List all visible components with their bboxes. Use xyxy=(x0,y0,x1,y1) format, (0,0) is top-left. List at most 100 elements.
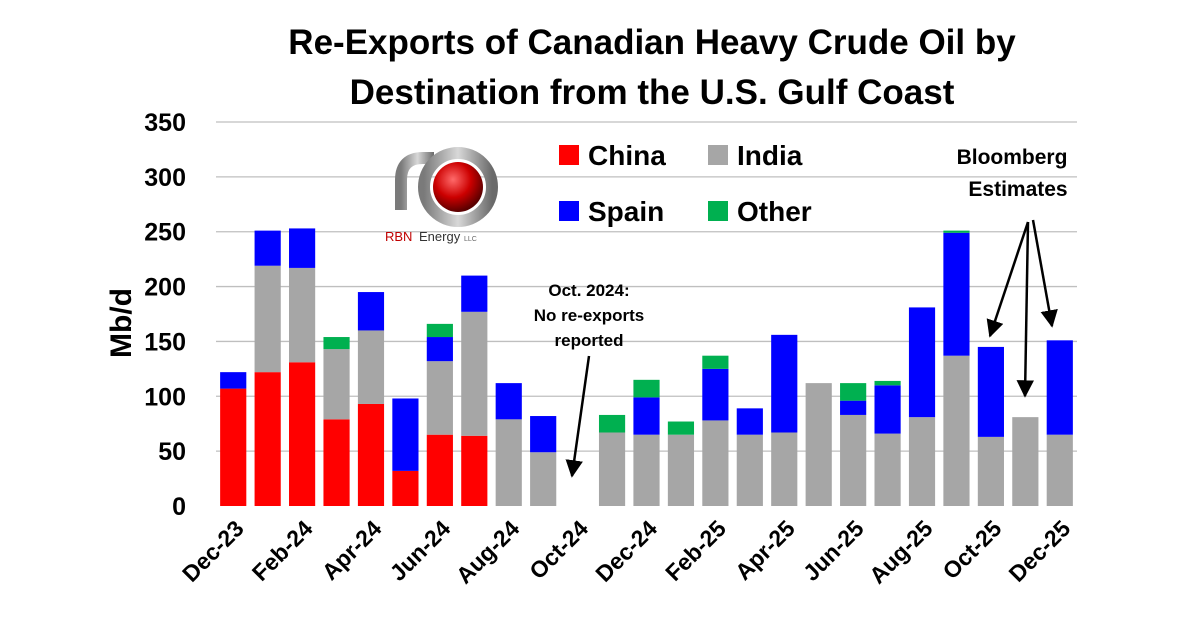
bar-segment-spain xyxy=(426,337,453,362)
x-tick-label: Aug-24 xyxy=(451,515,525,589)
bar-segment-india xyxy=(254,265,281,373)
chart-title-line-2: Destination from the U.S. Gulf Coast xyxy=(350,73,955,112)
chart-title-line-1: Re-Exports of Canadian Heavy Crude Oil b… xyxy=(288,23,1016,62)
logo-text-llc: LLC xyxy=(464,236,477,243)
bar-segment-india xyxy=(289,267,316,363)
bar-segment-india xyxy=(667,434,695,506)
bar-segment-india xyxy=(1046,434,1073,506)
bar-segment-india xyxy=(977,436,1004,506)
bar-segment-china xyxy=(426,434,453,506)
bar-segment-other xyxy=(598,414,626,433)
bar-segment-china xyxy=(254,372,281,506)
y-tick-label: 0 xyxy=(172,493,186,521)
bar-segment-india xyxy=(357,330,385,404)
y-axis-label: Mb/d xyxy=(105,288,138,358)
bar-segment-spain xyxy=(874,385,901,434)
x-tick-label: Aug-25 xyxy=(864,515,938,589)
bar-segment-india xyxy=(323,349,350,420)
annotation-arrow-oct25 xyxy=(986,221,1030,338)
bar-segment-india xyxy=(805,383,832,506)
bar-segment-other xyxy=(667,421,695,435)
x-tick-label: Oct-25 xyxy=(937,515,1006,584)
annotation-no-reexports-line-2: No re-exports xyxy=(534,306,645,325)
bar-segment-spain xyxy=(840,400,867,415)
bar-segment-india xyxy=(943,355,970,506)
bars xyxy=(220,228,1073,506)
rbn-energy-logo: RBN Energy LLC xyxy=(385,124,498,244)
legend-label-china: China xyxy=(588,140,666,171)
bar-segment-india xyxy=(598,432,626,506)
bar-segment-other xyxy=(840,383,867,401)
bar-segment-spain xyxy=(530,416,557,453)
bar-segment-india xyxy=(840,414,867,506)
y-tick-label: 300 xyxy=(144,164,186,192)
bar-segment-spain xyxy=(633,397,660,435)
x-tick-label: Apr-25 xyxy=(730,515,800,585)
bar-segment-spain xyxy=(943,232,970,356)
logo-text-rbn: RBN xyxy=(385,229,412,244)
bar-segment-spain xyxy=(771,334,798,433)
x-tick-label: Feb-25 xyxy=(660,515,731,586)
bar-segment-india xyxy=(426,361,453,435)
x-tick-label: Jun-24 xyxy=(385,515,456,586)
bar-segment-india xyxy=(874,433,901,506)
bar-segment-china xyxy=(461,435,488,506)
y-tick-label: 150 xyxy=(144,328,186,356)
bar-segment-other xyxy=(633,379,660,398)
bar-segment-india xyxy=(771,432,798,506)
legend-swatch-other xyxy=(708,201,728,221)
bar-segment-spain xyxy=(495,383,522,420)
bar-segment-spain xyxy=(702,368,729,421)
legend-label-spain: Spain xyxy=(588,196,664,227)
bar-segment-india xyxy=(908,417,936,506)
bar-segment-india xyxy=(736,434,763,506)
bar-segment-india xyxy=(461,311,488,436)
x-tick-label: Dec-23 xyxy=(177,515,249,587)
bar-segment-india xyxy=(702,420,729,506)
x-tick-label: Apr-24 xyxy=(317,515,387,585)
legend-label-other: Other xyxy=(737,196,812,227)
annotation-no-reexports: Oct. 2024: No re-exports reported xyxy=(534,281,645,478)
y-tick-label: 100 xyxy=(144,383,186,411)
bar-segment-spain xyxy=(392,398,419,471)
bar-segment-other xyxy=(426,323,453,338)
y-tick-label: 200 xyxy=(144,274,186,302)
bar-segment-spain xyxy=(254,230,281,266)
bar-segment-spain xyxy=(461,275,488,312)
bar-segment-spain xyxy=(289,228,316,268)
annotation-arrow-nov25 xyxy=(1016,221,1035,398)
x-tick-label: Dec-25 xyxy=(1004,515,1076,587)
bar-segment-china xyxy=(392,470,419,506)
legend-swatch-india xyxy=(708,145,728,165)
bar-segment-other xyxy=(323,337,350,350)
bar-segment-india xyxy=(633,434,660,506)
y-axis-ticks: 0 50 100 150 200 250 300 350 xyxy=(144,109,186,521)
bar-segment-spain xyxy=(736,408,763,435)
logo-text-energy: Energy xyxy=(419,229,461,244)
y-tick-label: 350 xyxy=(144,109,186,137)
legend-swatch-spain xyxy=(559,201,579,221)
bar-segment-spain xyxy=(1046,340,1073,435)
legend-swatch-china xyxy=(559,145,579,165)
annotation-bloomberg-line-1: Bloomberg xyxy=(957,146,1068,169)
x-tick-label: Oct-24 xyxy=(524,515,593,584)
annotation-bloomberg-line-2: Estimates xyxy=(968,178,1067,201)
bar-segment-india xyxy=(530,452,557,506)
legend: China India Spain Other xyxy=(559,140,812,227)
bar-segment-india xyxy=(1012,417,1039,506)
bar-segment-china xyxy=(357,403,385,506)
bar-segment-spain xyxy=(357,292,385,331)
annotation-arrow-oct24 xyxy=(565,355,591,478)
bar-segment-spain xyxy=(908,307,936,418)
bar-segment-china xyxy=(323,419,350,506)
bar-segment-china xyxy=(220,388,247,506)
y-tick-label: 250 xyxy=(144,219,186,247)
x-tick-label: Dec-24 xyxy=(590,515,662,587)
y-tick-label: 50 xyxy=(158,438,186,466)
bar-segment-spain xyxy=(977,346,1004,437)
annotation-no-reexports-line-3: reported xyxy=(555,331,624,350)
bar-segment-spain xyxy=(220,372,247,389)
